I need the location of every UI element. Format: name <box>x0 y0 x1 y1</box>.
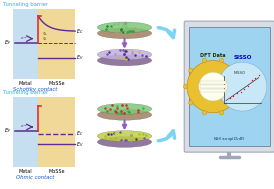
Circle shape <box>219 111 224 115</box>
Circle shape <box>233 101 238 105</box>
Ellipse shape <box>97 104 152 114</box>
Bar <box>13 9 38 79</box>
Text: SISSO: SISSO <box>233 55 252 60</box>
Text: $e^-$: $e^-$ <box>20 35 27 42</box>
Ellipse shape <box>97 136 152 147</box>
Circle shape <box>189 68 193 73</box>
FancyBboxPatch shape <box>200 85 226 88</box>
FancyBboxPatch shape <box>189 27 270 146</box>
Bar <box>38 97 75 167</box>
Circle shape <box>238 84 243 89</box>
Text: MoSSe: MoSSe <box>48 169 65 174</box>
Text: MoSSe: MoSSe <box>48 81 65 86</box>
FancyBboxPatch shape <box>184 21 274 152</box>
Circle shape <box>218 62 267 111</box>
Text: NiSSO: NiSSO <box>234 71 246 75</box>
Text: Schottky contact: Schottky contact <box>13 87 57 92</box>
Text: Tunneling barrier: Tunneling barrier <box>3 90 48 95</box>
Text: $e^-$: $e^-$ <box>20 124 27 130</box>
Circle shape <box>199 72 227 101</box>
Bar <box>13 97 38 167</box>
Ellipse shape <box>97 131 152 142</box>
Text: Tunneling barrier: Tunneling barrier <box>3 2 48 7</box>
Ellipse shape <box>97 55 152 66</box>
Ellipse shape <box>97 109 152 120</box>
Text: $\Phi_T$: $\Phi_T$ <box>42 36 48 43</box>
Text: $E_C$: $E_C$ <box>76 129 84 138</box>
Circle shape <box>219 58 224 63</box>
Text: $E_V$: $E_V$ <box>76 53 84 62</box>
Bar <box>38 9 75 79</box>
Circle shape <box>183 84 188 89</box>
Text: Metal: Metal <box>19 81 32 86</box>
Text: $E_F$: $E_F$ <box>4 126 12 135</box>
Text: $E_F$: $E_F$ <box>4 38 12 47</box>
FancyBboxPatch shape <box>200 89 226 92</box>
Circle shape <box>187 60 239 113</box>
Circle shape <box>202 58 207 63</box>
Ellipse shape <box>97 28 152 39</box>
Ellipse shape <box>97 49 152 60</box>
Circle shape <box>189 101 193 105</box>
Text: DFT Data: DFT Data <box>200 53 226 58</box>
Text: $E_C$: $E_C$ <box>76 27 84 36</box>
Text: Metal: Metal <box>19 169 32 174</box>
Text: Ohmic contact: Ohmic contact <box>16 175 54 180</box>
FancyBboxPatch shape <box>200 81 226 84</box>
Circle shape <box>233 68 238 73</box>
Text: $E_V$: $E_V$ <box>76 140 84 149</box>
Text: $\Phi_B$: $\Phi_B$ <box>42 30 48 38</box>
Circle shape <box>202 111 207 115</box>
Text: $W_{eff}{\propto}\exp(D_{vdW})$: $W_{eff}{\propto}\exp(D_{vdW})$ <box>213 135 246 143</box>
Ellipse shape <box>97 22 152 33</box>
